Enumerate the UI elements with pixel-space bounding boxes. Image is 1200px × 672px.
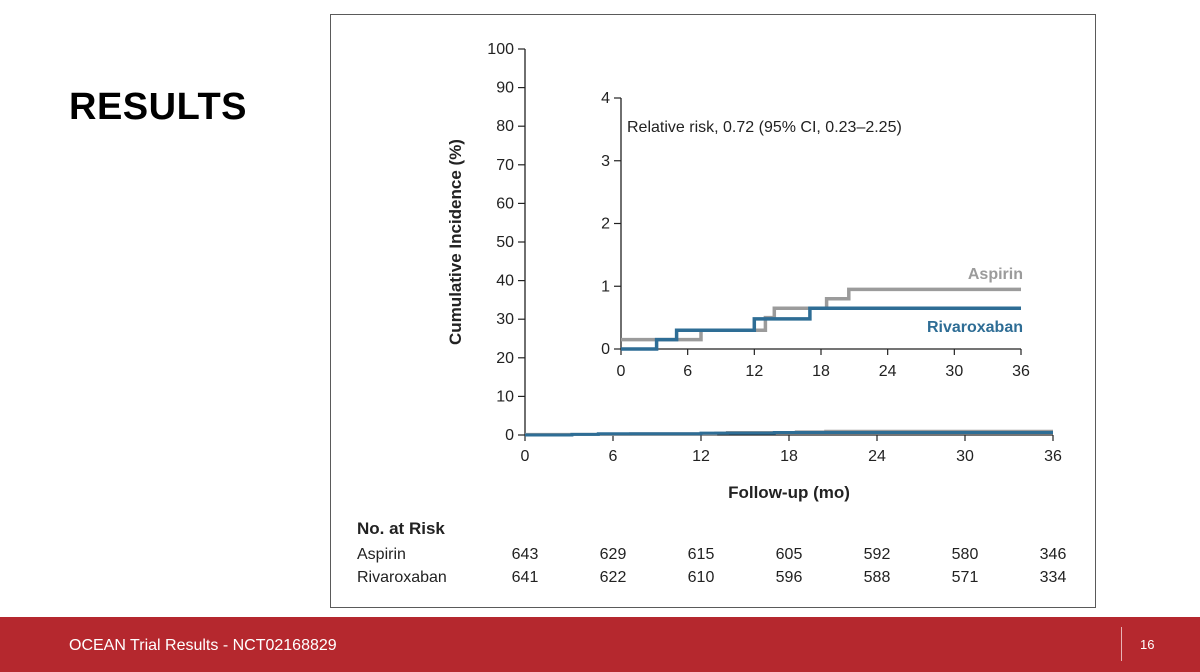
inset-y-tick-label: 1 <box>601 278 610 295</box>
at-risk-value: 334 <box>1040 569 1067 586</box>
main-y-tick-label: 60 <box>496 195 514 212</box>
inset-y-tick-label: 0 <box>601 341 610 358</box>
inset-series-line-rivaroxaban <box>621 306 1021 351</box>
main-y-tick-label: 30 <box>496 311 514 328</box>
main-x-tick-label: 24 <box>868 448 886 465</box>
inset-x-tick-label: 36 <box>1012 363 1030 380</box>
at-risk-row-label-rivaroxaban: Rivaroxaban <box>357 569 447 586</box>
inset-series <box>621 287 1021 351</box>
footer-divider <box>1121 627 1122 661</box>
at-risk-value: 580 <box>952 546 979 563</box>
at-risk-values: 643 629 615 605 592 580 346 641 622 610 596 588 571 3… <box>512 546 1067 586</box>
slide-title: RESULTS <box>69 86 248 128</box>
main-y-tick-label: 10 <box>496 388 514 405</box>
at-risk-value: 610 <box>688 569 715 586</box>
main-y-tick-label: 0 <box>505 427 514 444</box>
y-axis-label: Cumulative Incidence (%) <box>446 139 465 345</box>
main-x-tick-label: 36 <box>1044 448 1062 465</box>
x-axis-label: Follow-up (mo) <box>728 483 850 502</box>
footer-text: OCEAN Trial Results - NCT02168829 <box>69 637 337 654</box>
relative-risk-annotation: Relative risk, 0.72 (95% CI, 0.23–2.25) <box>627 119 902 136</box>
inset-y-tick-label: 4 <box>601 90 610 107</box>
main-y-ticks: 0 10 20 30 40 50 60 70 80 90 100 <box>487 41 525 444</box>
main-x-tick-label: 12 <box>692 448 710 465</box>
inset-y-tick-label: 2 <box>601 216 610 233</box>
main-x-tick-label: 18 <box>780 448 798 465</box>
inset-y-tick-label: 3 <box>601 153 610 170</box>
at-risk-value: 615 <box>688 546 715 563</box>
main-y-tick-label: 100 <box>487 41 514 58</box>
main-y-tick-label: 70 <box>496 157 514 174</box>
inset-y-ticks: 0 1 2 3 4 <box>601 90 621 358</box>
main-series <box>525 429 1053 437</box>
main-x-tick-label: 30 <box>956 448 974 465</box>
at-risk-value: 629 <box>600 546 627 563</box>
inset-x-tick-label: 24 <box>879 363 897 380</box>
figure-frame: 0 10 20 30 40 50 60 70 80 90 100 0 6 12 18 24 30 36 Cumu… <box>330 14 1096 608</box>
at-risk-value: 588 <box>864 569 891 586</box>
main-x-ticks: 0 6 12 18 24 30 36 <box>521 435 1062 465</box>
at-risk-value: 605 <box>776 546 803 563</box>
inset-x-ticks: 0 6 12 18 24 30 36 <box>617 349 1030 380</box>
at-risk-title: No. at Risk <box>357 519 445 538</box>
main-x-tick-label: 0 <box>521 448 530 465</box>
main-series-line-rivaroxaban <box>525 431 1053 437</box>
inset-x-tick-label: 30 <box>945 363 963 380</box>
legend-rivaroxaban: Rivaroxaban <box>927 319 1023 336</box>
at-risk-value: 622 <box>600 569 627 586</box>
footer-bar <box>0 617 1200 672</box>
main-y-tick-label: 90 <box>496 80 514 97</box>
legend-aspirin: Aspirin <box>968 266 1023 283</box>
at-risk-value: 643 <box>512 546 539 563</box>
main-x-tick-label: 6 <box>609 448 618 465</box>
at-risk-value: 592 <box>864 546 891 563</box>
at-risk-row-label-aspirin: Aspirin <box>357 546 406 563</box>
inset-x-tick-label: 0 <box>617 363 626 380</box>
page-number: 16 <box>1140 637 1155 652</box>
main-y-tick-label: 50 <box>496 234 514 251</box>
inset-x-tick-label: 6 <box>683 363 692 380</box>
main-y-tick-label: 40 <box>496 273 514 290</box>
at-risk-value: 641 <box>512 569 539 586</box>
inset-x-tick-label: 12 <box>745 363 763 380</box>
at-risk-value: 346 <box>1040 546 1067 563</box>
main-y-tick-label: 20 <box>496 350 514 367</box>
at-risk-value: 571 <box>952 569 979 586</box>
at-risk-value: 596 <box>776 569 803 586</box>
main-y-tick-label: 80 <box>496 118 514 135</box>
inset-background <box>621 95 1023 355</box>
inset-x-tick-label: 18 <box>812 363 830 380</box>
